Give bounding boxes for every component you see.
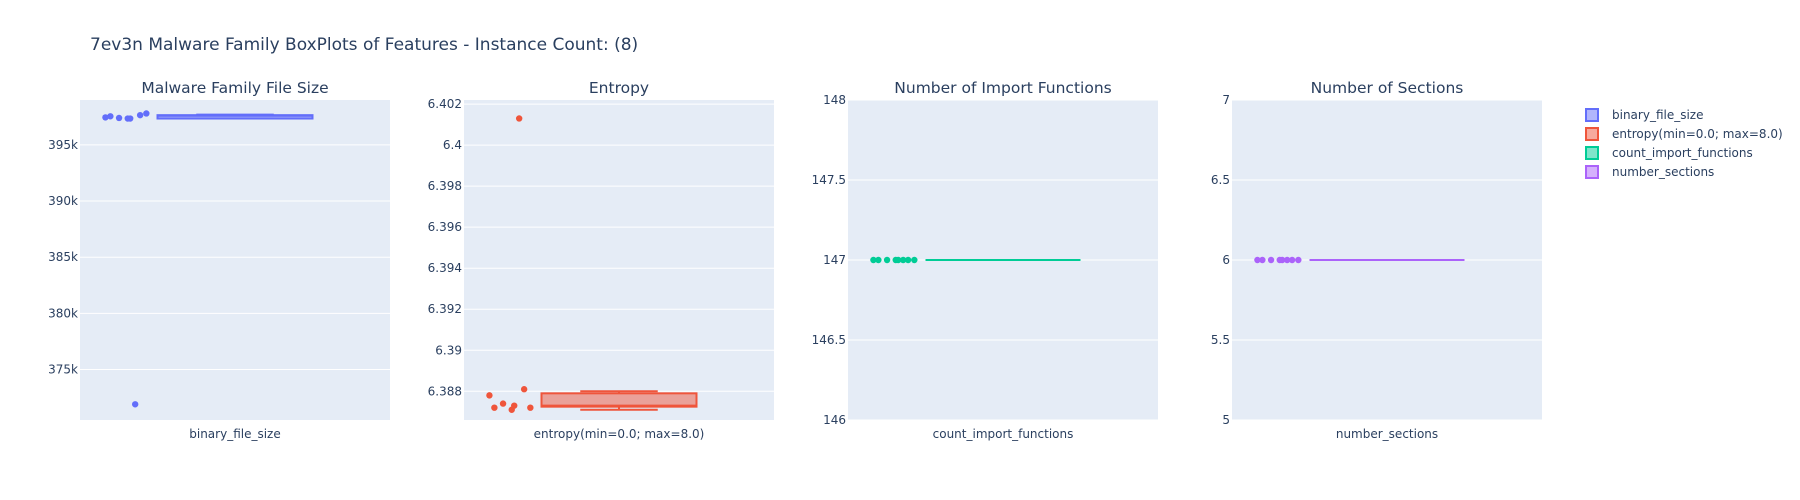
x-tick-label: entropy(min=0.0; max=8.0) bbox=[534, 427, 705, 441]
y-tick-label: 147.5 bbox=[812, 173, 846, 187]
y-tick-label: 6.5 bbox=[1211, 173, 1230, 187]
data-point[interactable] bbox=[527, 404, 534, 411]
legend-swatch bbox=[1585, 165, 1599, 179]
data-point[interactable] bbox=[892, 256, 899, 264]
y-tick-label: 6.402 bbox=[428, 97, 462, 111]
data-point[interactable] bbox=[136, 111, 144, 119]
y-tick-label: 146 bbox=[823, 413, 846, 427]
legend-item[interactable]: number_sections bbox=[1585, 165, 1714, 179]
plot-area bbox=[464, 100, 774, 420]
y-tick-label: 380k bbox=[48, 306, 78, 320]
x-tick-label: count_import_functions bbox=[933, 427, 1074, 441]
data-point[interactable] bbox=[899, 256, 907, 264]
y-tick-label: 148 bbox=[823, 93, 846, 107]
legend-swatch bbox=[1585, 127, 1599, 141]
box[interactable] bbox=[540, 390, 698, 411]
data-point[interactable] bbox=[911, 256, 918, 264]
subplot-3: 146 146.5 147 147.5 148 Number of Import Func… bbox=[812, 79, 1158, 441]
legend-label: number_sections bbox=[1612, 165, 1714, 179]
subplot-4: 5 5.5 6 6.5 7 Number of Sections number_sectio… bbox=[1211, 79, 1542, 441]
data-point[interactable] bbox=[1267, 256, 1275, 264]
y-tick-label: 147 bbox=[823, 253, 846, 267]
points bbox=[486, 115, 534, 413]
data-point[interactable] bbox=[1276, 256, 1283, 264]
legend[interactable]: binary_file_size entropy(min=0.0; max=8.0… bbox=[1585, 108, 1783, 179]
y-tick-label: 6.4 bbox=[443, 138, 462, 152]
y-tick-label: 375k bbox=[48, 362, 78, 376]
data-point[interactable] bbox=[491, 404, 498, 411]
y-tick-label: 6 bbox=[1222, 253, 1230, 267]
y-tick-label: 6.394 bbox=[428, 261, 462, 275]
legend-swatch bbox=[1585, 108, 1599, 122]
data-point[interactable] bbox=[1254, 256, 1261, 264]
subplot-2: 6.388 6.39 6.392 6.394 6.396 6.398 6.4 6.402 Ent… bbox=[428, 79, 774, 441]
subplot-1: 375k 380k 385k 390k 395k Malware Family File … bbox=[48, 79, 390, 441]
data-point[interactable] bbox=[870, 256, 877, 264]
data-point[interactable] bbox=[102, 114, 109, 121]
subplot-title: Malware Family File Size bbox=[141, 79, 328, 97]
legend-item[interactable]: count_import_functions bbox=[1585, 146, 1753, 160]
y-tick-label: 6.388 bbox=[428, 384, 462, 398]
data-point[interactable] bbox=[486, 392, 493, 399]
y-tick-label: 6.396 bbox=[428, 220, 462, 234]
box[interactable] bbox=[156, 113, 314, 120]
subplot-title: Number of Import Functions bbox=[894, 79, 1111, 97]
points bbox=[1254, 256, 1302, 264]
y-tick-label: 146.5 bbox=[812, 333, 846, 347]
legend-label: count_import_functions bbox=[1612, 146, 1753, 160]
y-tick-label: 6.392 bbox=[428, 302, 462, 316]
y-tick-label: 5 bbox=[1222, 413, 1230, 427]
data-point[interactable] bbox=[1295, 256, 1302, 264]
points bbox=[102, 110, 150, 408]
data-point[interactable] bbox=[883, 256, 891, 264]
data-point[interactable] bbox=[115, 114, 123, 122]
data-point[interactable] bbox=[499, 400, 507, 407]
y-tick-label: 5.5 bbox=[1211, 333, 1230, 347]
subplot-title: Entropy bbox=[589, 79, 649, 97]
data-point[interactable] bbox=[107, 113, 114, 120]
y-tick-label: 395k bbox=[48, 138, 78, 152]
data-point[interactable] bbox=[1283, 256, 1291, 264]
legend-label: binary_file_size bbox=[1612, 108, 1704, 122]
y-tick-label: 6.39 bbox=[435, 343, 462, 357]
data-point[interactable] bbox=[1288, 256, 1296, 264]
data-point[interactable] bbox=[515, 115, 523, 122]
legend-item[interactable]: binary_file_size bbox=[1585, 108, 1704, 122]
data-point[interactable] bbox=[143, 110, 150, 117]
iqr-box bbox=[540, 392, 698, 408]
legend-swatch bbox=[1585, 146, 1599, 160]
legend-label: entropy(min=0.0; max=8.0) bbox=[1612, 127, 1783, 141]
data-point[interactable] bbox=[508, 406, 515, 413]
points bbox=[870, 256, 918, 264]
data-point[interactable] bbox=[131, 401, 139, 408]
plot-area bbox=[80, 100, 390, 420]
y-tick-label: 7 bbox=[1222, 93, 1230, 107]
x-tick-label: binary_file_size bbox=[189, 427, 281, 441]
data-point[interactable] bbox=[520, 386, 528, 393]
legend-item[interactable]: entropy(min=0.0; max=8.0) bbox=[1585, 127, 1783, 141]
y-tick-label: 385k bbox=[48, 250, 78, 264]
data-point[interactable] bbox=[904, 256, 912, 264]
subplot-panels: 375k 380k 385k 390k 395k Malware Family File … bbox=[48, 79, 1542, 441]
y-tick-label: 6.398 bbox=[428, 179, 462, 193]
subplot-title: Number of Sections bbox=[1311, 79, 1464, 97]
x-tick-label: number_sections bbox=[1336, 427, 1438, 441]
figure-title: 7ev3n Malware Family BoxPlots of Feature… bbox=[90, 35, 638, 55]
y-tick-label: 390k bbox=[48, 194, 78, 208]
data-point[interactable] bbox=[1259, 256, 1266, 264]
data-point[interactable] bbox=[875, 256, 882, 264]
data-point[interactable] bbox=[124, 115, 131, 122]
